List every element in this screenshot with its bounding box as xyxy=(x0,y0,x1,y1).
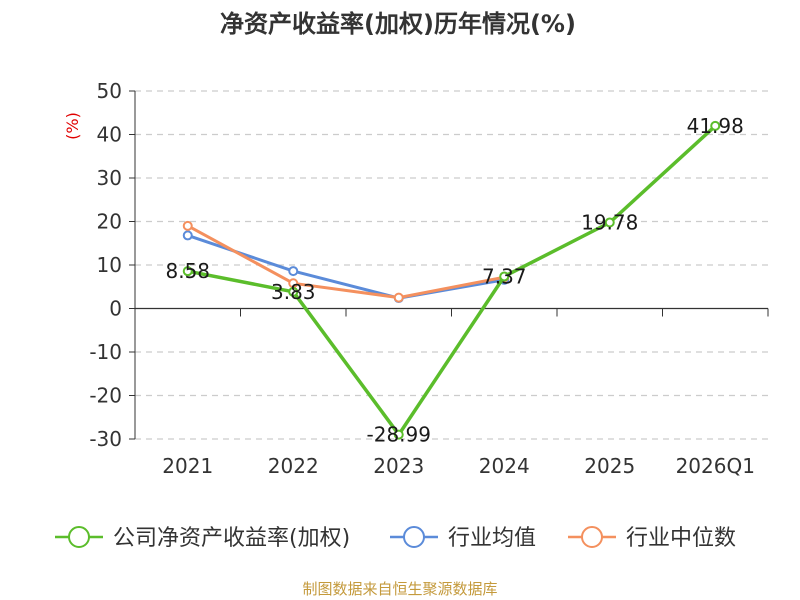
data-label: 19.78 xyxy=(581,210,638,234)
y-axis-unit-label: (%) xyxy=(63,112,82,140)
series-point xyxy=(604,217,615,228)
legend-swatch-marker xyxy=(68,526,90,548)
series-point xyxy=(393,429,404,440)
x-tick-label: 2021 xyxy=(162,454,213,478)
series-point xyxy=(710,120,721,131)
series-point xyxy=(288,266,299,277)
series-line xyxy=(186,224,506,300)
source-note: 制图数据来自恒生聚源数据库 xyxy=(302,580,497,598)
data-label: 8.58 xyxy=(165,259,210,283)
grid-lines xyxy=(135,90,768,440)
series-point xyxy=(182,220,193,231)
legend-swatch-marker xyxy=(403,526,425,548)
x-tick-labels: 2021 2022 2023 2024 2025 2026Q1 xyxy=(162,454,755,478)
y-tick-label: -20 xyxy=(89,384,122,408)
legend-label: 公司净资产收益率(加权) xyxy=(113,526,350,551)
series-point xyxy=(288,286,299,297)
x-tick-label: 2025 xyxy=(584,454,635,478)
legend-label: 行业中位数 xyxy=(626,526,736,551)
data-label: 7.37 xyxy=(482,264,527,288)
series-line xyxy=(186,233,506,300)
y-tick-label: 50 xyxy=(97,79,122,103)
y-tick-label: 40 xyxy=(97,123,122,147)
axes xyxy=(129,90,769,440)
x-tick-label: 2023 xyxy=(373,454,424,478)
data-label: 41.98 xyxy=(687,114,744,138)
series-line xyxy=(186,124,718,437)
data-labels: 8.58 3.83 -28.99 7.37 19.78 41.98 xyxy=(165,114,743,447)
legend-item-1[interactable]: 行业均值 xyxy=(390,526,536,551)
y-tick-label: 10 xyxy=(97,253,122,277)
chart-title: 净资产收益率(加权)历年情况(%) xyxy=(220,10,576,38)
y-tick-label: 30 xyxy=(97,166,122,190)
legend-label: 行业均值 xyxy=(448,526,536,551)
legend-item-2[interactable]: 行业中位数 xyxy=(568,526,736,551)
series-point xyxy=(182,266,193,277)
data-label: -28.99 xyxy=(367,423,431,447)
legend-item-0[interactable]: 公司净资产收益率(加权) xyxy=(55,526,350,551)
series-0 xyxy=(182,120,721,440)
y-tick-label: -30 xyxy=(89,427,122,451)
x-tick-label: 2026Q1 xyxy=(676,454,755,478)
series-point xyxy=(182,230,193,241)
series-layer xyxy=(182,120,721,440)
series-point xyxy=(499,271,510,282)
data-label: 3.83 xyxy=(271,280,316,304)
y-tick-labels: 50 40 30 20 10 0 -10 -20 -30 xyxy=(89,79,122,451)
x-tick-label: 2022 xyxy=(268,454,319,478)
x-tick-label: 2024 xyxy=(479,454,530,478)
y-tick-label: -10 xyxy=(89,340,122,364)
y-tick-label: 20 xyxy=(97,210,122,234)
series-2 xyxy=(182,220,510,303)
series-point xyxy=(393,292,404,303)
legend-swatch-marker xyxy=(581,526,603,548)
legend[interactable]: 公司净资产收益率(加权) 行业均值 行业中位数 xyxy=(55,526,736,551)
y-tick-label: 0 xyxy=(109,297,122,321)
